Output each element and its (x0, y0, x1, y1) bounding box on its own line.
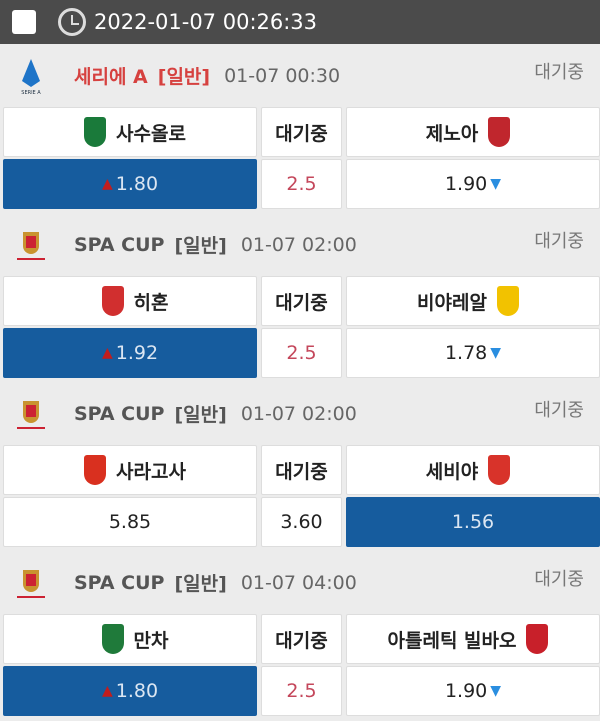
league-name: SPA CUP (74, 571, 165, 594)
home-team: 히혼 (3, 276, 257, 326)
league-name: 세리에 A (74, 66, 148, 88)
line-odds-button[interactable]: 2.5 (261, 328, 342, 378)
bet-type: [일반] (174, 573, 227, 595)
away-team-crest-icon (488, 117, 511, 147)
match-card: SERIE A 세리에 A [일반] 01-07 00:30 대기중 사수올로 … (0, 44, 600, 213)
arrow-up-icon: ▲ (101, 683, 113, 699)
clock-icon (58, 8, 86, 36)
match-time: 01-07 02:00 (240, 233, 357, 256)
arrow-up-icon: ▲ (101, 345, 113, 361)
home-odds-button[interactable]: 5.85 (3, 497, 257, 547)
arrow-up-icon: ▲ (101, 176, 113, 192)
odds-row: ▲ 1.80 2.5 1.90 ▼ (0, 159, 600, 209)
home-team-name: 히혼 (133, 291, 169, 314)
home-team-name: 사라고사 (116, 460, 186, 483)
arrow-down-icon: ▼ (490, 345, 502, 361)
arrow-down-icon: ▼ (490, 683, 502, 699)
match-status: 대기중 (534, 231, 584, 252)
home-team: 사라고사 (3, 445, 257, 495)
home-odds-value: 1.80 (115, 680, 159, 702)
away-odds-value: 1.90 (444, 173, 488, 195)
league-logo-icon (14, 394, 48, 434)
away-team: 아틀레틱 빌바오 (346, 614, 600, 664)
bet-type: [일반] (174, 235, 227, 257)
away-team-crest-icon (526, 624, 549, 654)
away-team: 비야레알 (346, 276, 600, 326)
match-status: 대기중 (534, 569, 584, 590)
away-odds-value: 1.90 (444, 680, 488, 702)
current-datetime: 2022-01-07 00:26:33 (94, 10, 318, 34)
match-status: 대기중 (534, 62, 584, 83)
home-team-name: 사수올로 (116, 122, 186, 145)
match-time: 01-07 00:30 (224, 64, 341, 87)
home-team: 만차 (3, 614, 257, 664)
home-team-crest-icon (101, 286, 124, 316)
home-odds-value: 1.80 (115, 173, 159, 195)
match-card: SPA CUP [일반] 01-07 02:00 대기중 히혼 대기중 비야레알… (0, 213, 600, 382)
league-logo-icon (14, 563, 48, 603)
away-odds-value: 1.78 (444, 342, 488, 364)
draw-status: 대기중 (261, 614, 342, 664)
match-header: SPA CUP [일반] 01-07 02:00 대기중 (0, 213, 600, 276)
top-bar: 2022-01-07 00:26:33 (0, 0, 600, 44)
teams-row: 히혼 대기중 비야레알 (0, 276, 600, 326)
home-odds-button[interactable]: ▲ 1.92 (3, 328, 257, 378)
home-odds-value: 5.85 (108, 511, 152, 533)
home-team-crest-icon (101, 624, 124, 654)
teams-row: 사수올로 대기중 제노아 (0, 107, 600, 157)
svg-text:SERIE A: SERIE A (21, 90, 41, 95)
odds-row: 5.85 3.60 1.56 (0, 497, 600, 547)
line-odds-button[interactable]: 2.5 (261, 666, 342, 716)
away-odds-value: 1.56 (451, 511, 495, 533)
away-odds-button[interactable]: 1.56 (346, 497, 600, 547)
match-time: 01-07 02:00 (240, 402, 357, 425)
away-team: 제노아 (346, 107, 600, 157)
home-odds-button[interactable]: ▲ 1.80 (3, 159, 257, 209)
teams-row: 사라고사 대기중 세비야 (0, 445, 600, 495)
arrow-down-icon: ▼ (490, 176, 502, 192)
bet-type: [일반] (157, 66, 211, 88)
match-header: SERIE A 세리에 A [일반] 01-07 00:30 대기중 (0, 44, 600, 107)
away-odds-button[interactable]: 1.78 ▼ (346, 328, 600, 378)
match-card: SPA CUP [일반] 01-07 04:00 대기중 만차 대기중 아틀레틱… (0, 551, 600, 720)
bet-type: [일반] (174, 404, 227, 426)
home-team-crest-icon (84, 117, 107, 147)
select-all-checkbox[interactable] (12, 10, 36, 34)
away-team-name: 비야레알 (417, 291, 487, 314)
league-name: SPA CUP (74, 233, 165, 256)
match-header: SPA CUP [일반] 01-07 02:00 대기중 (0, 382, 600, 445)
match-time: 01-07 04:00 (240, 571, 357, 594)
match-status: 대기중 (534, 400, 584, 421)
line-odds-button[interactable]: 2.5 (261, 159, 342, 209)
match-header: SPA CUP [일반] 01-07 04:00 대기중 (0, 551, 600, 614)
league-name: SPA CUP (74, 402, 165, 425)
line-odds-button[interactable]: 3.60 (261, 497, 342, 547)
away-odds-button[interactable]: 1.90 ▼ (346, 159, 600, 209)
away-team-name: 아틀레틱 빌바오 (387, 629, 517, 652)
draw-status: 대기중 (261, 276, 342, 326)
league-logo-icon: SERIE A (14, 56, 48, 96)
away-team-crest-icon (488, 455, 511, 485)
away-team-name: 제노아 (425, 122, 479, 145)
odds-row: ▲ 1.92 2.5 1.78 ▼ (0, 328, 600, 378)
match-list: SERIE A 세리에 A [일반] 01-07 00:30 대기중 사수올로 … (0, 44, 600, 720)
odds-row: ▲ 1.80 2.5 1.90 ▼ (0, 666, 600, 716)
home-team-name: 만차 (133, 629, 169, 652)
match-card: SPA CUP [일반] 01-07 02:00 대기중 사라고사 대기중 세비… (0, 382, 600, 551)
league-logo-icon (14, 225, 48, 265)
away-odds-button[interactable]: 1.90 ▼ (346, 666, 600, 716)
away-team-name: 세비야 (425, 460, 479, 483)
draw-status: 대기중 (261, 445, 342, 495)
away-team: 세비야 (346, 445, 600, 495)
away-team-crest-icon (496, 286, 519, 316)
home-odds-button[interactable]: ▲ 1.80 (3, 666, 257, 716)
teams-row: 만차 대기중 아틀레틱 빌바오 (0, 614, 600, 664)
home-team: 사수올로 (3, 107, 257, 157)
draw-status: 대기중 (261, 107, 342, 157)
home-team-crest-icon (84, 455, 107, 485)
home-odds-value: 1.92 (115, 342, 159, 364)
